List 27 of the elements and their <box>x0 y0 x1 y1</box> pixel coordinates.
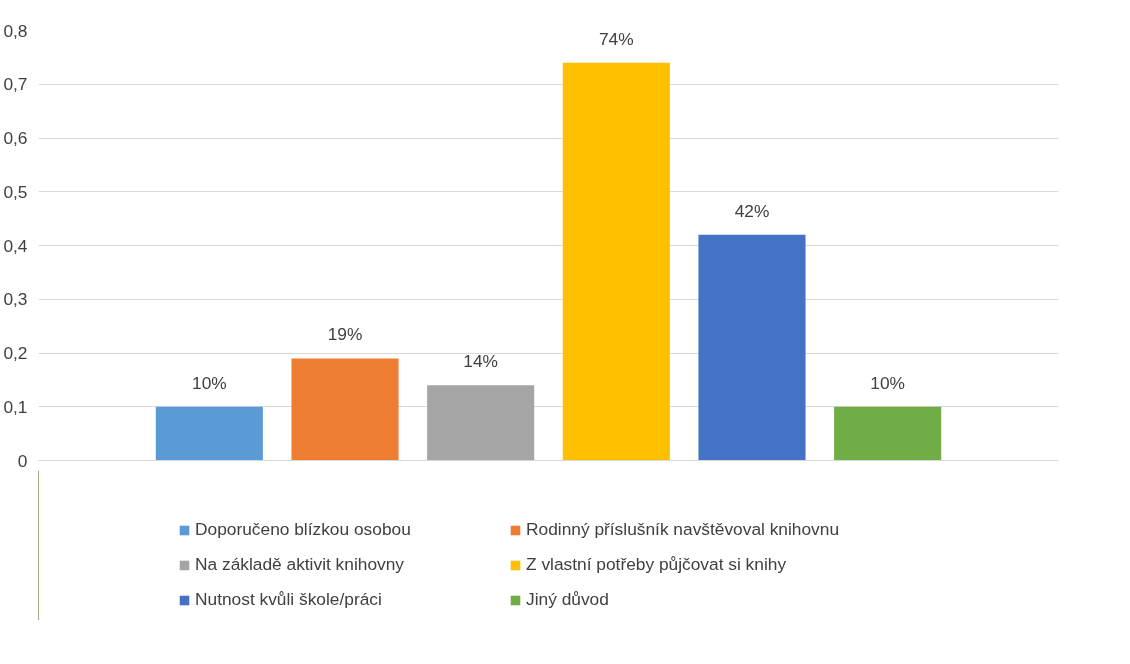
legend-label: Rodinný příslušník navštěvoval knihovnu <box>526 519 840 540</box>
legend-label: Nutnost kvůli škole/práci <box>195 589 383 610</box>
y-tick-label: 0,5 <box>3 181 28 202</box>
data-label: 14% <box>463 351 499 372</box>
y-tick-label: 0,1 <box>3 396 28 417</box>
data-label: 42% <box>734 200 770 221</box>
y-tick-label: 0,2 <box>3 343 28 363</box>
bar <box>834 406 942 461</box>
legend-label: Z vlastní potřeby půjčovat si knihy <box>526 554 788 575</box>
legend-label: Jiný důvod <box>526 589 610 610</box>
y-tick-label: 0,3 <box>3 289 28 310</box>
legend-label: Na základě aktivit knihovny <box>195 554 405 575</box>
y-tick-label: 0,7 <box>3 74 28 95</box>
data-label: 10% <box>192 372 227 393</box>
bar <box>427 385 535 461</box>
legend-label: Doporučeno blízkou osobou <box>195 519 412 540</box>
bar <box>291 358 399 461</box>
data-label: 10% <box>870 372 905 393</box>
bar <box>562 62 670 461</box>
y-tick-label: 0,4 <box>3 235 28 256</box>
y-tick-label: 0,8 <box>3 20 28 41</box>
bar <box>155 406 263 461</box>
y-tick-label: 0,6 <box>3 128 28 148</box>
y-tick-label: 0 <box>17 450 28 471</box>
data-label: 74% <box>598 28 634 49</box>
bar <box>698 234 806 461</box>
data-label: 19% <box>327 324 363 345</box>
